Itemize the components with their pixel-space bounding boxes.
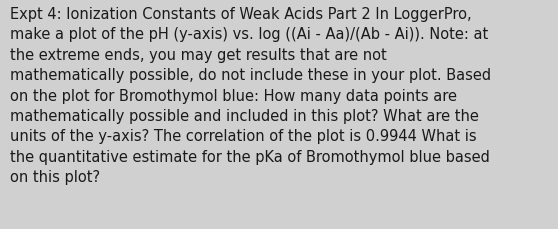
Text: Expt 4: Ionization Constants of Weak Acids Part 2 In LoggerPro,
make a plot of t: Expt 4: Ionization Constants of Weak Aci… [10,7,491,184]
